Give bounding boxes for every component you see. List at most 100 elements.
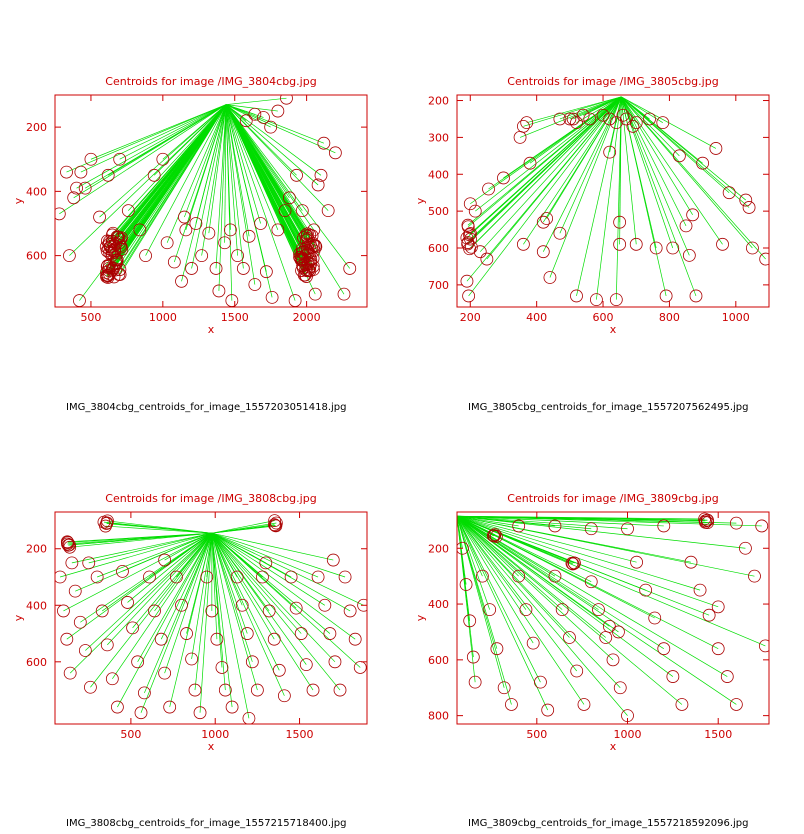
- centroid-marker: [709, 142, 723, 155]
- centroid-marker: [265, 290, 279, 304]
- ray-line: [226, 104, 278, 112]
- ray-line: [457, 515, 621, 688]
- centroid-marker: [78, 644, 92, 657]
- ray-line: [457, 515, 606, 638]
- ray-line: [457, 515, 619, 633]
- ray-line: [211, 532, 361, 668]
- y-axis-label: y: [414, 197, 427, 204]
- ray-line: [80, 104, 227, 173]
- centroid-marker: [483, 603, 497, 617]
- ray-line: [479, 96, 622, 252]
- y-tick-label: 200: [26, 121, 47, 134]
- centroid-marker: [180, 627, 193, 640]
- ray-line: [191, 104, 227, 269]
- centroid-marker: [462, 289, 476, 303]
- centroid-marker: [248, 278, 262, 291]
- centroid-marker: [463, 197, 477, 211]
- centroid-marker: [612, 625, 625, 639]
- ray-line: [119, 104, 227, 160]
- centroid-marker: [268, 514, 282, 528]
- chart-2: Centroids for image /IMG_3805cbg.jpg 200 4…: [414, 75, 770, 336]
- ray-line: [457, 516, 476, 683]
- ray-line: [486, 96, 622, 260]
- centroid-marker: [84, 152, 98, 166]
- ray-line: [225, 104, 351, 269]
- centroid-marker: [519, 603, 533, 617]
- centroid-marker: [158, 553, 172, 567]
- ray-line: [457, 515, 585, 705]
- ray-line: [457, 515, 664, 649]
- ray-line: [211, 533, 233, 708]
- ray-line: [195, 104, 227, 224]
- ray-line: [457, 516, 534, 644]
- ray-line: [225, 104, 244, 269]
- centroid-marker: [536, 215, 550, 229]
- centroid-marker: [596, 108, 610, 122]
- ray-line: [117, 104, 227, 238]
- centroid-marker: [621, 522, 634, 536]
- centroid-marker: [133, 223, 147, 237]
- ray-line: [225, 104, 306, 256]
- ray-line: [620, 96, 690, 256]
- y-tick-label: 400: [428, 598, 449, 611]
- centroid-marker: [100, 260, 114, 273]
- centroid-marker: [103, 240, 117, 254]
- centroid-marker: [540, 212, 554, 225]
- centroid-marker: [720, 670, 734, 683]
- plot-frame: [456, 511, 770, 725]
- centroid-marker: [666, 241, 680, 255]
- ray-line: [63, 532, 213, 612]
- centroid-marker: [126, 621, 139, 635]
- ray-line: [457, 515, 719, 608]
- centroid-marker: [195, 249, 209, 263]
- ray-line: [66, 532, 213, 640]
- centroid-marker: [60, 535, 74, 549]
- ray-line: [225, 104, 296, 301]
- y-tick-label: 700: [428, 279, 449, 292]
- ray-line: [457, 515, 706, 523]
- plot-frame: [456, 94, 770, 308]
- ray-line: [211, 532, 302, 634]
- centroid-marker: [592, 603, 605, 617]
- centroid-marker: [185, 652, 199, 666]
- centroid-marker: [689, 289, 703, 303]
- centroid-marker: [357, 598, 367, 612]
- centroid-marker: [121, 596, 134, 609]
- x-tick-label: 1000: [722, 311, 750, 324]
- ray-line: [185, 104, 227, 231]
- centroid-marker: [543, 271, 557, 284]
- centroid-marker: [60, 632, 74, 646]
- centroid-marker: [82, 556, 96, 570]
- ray-line: [211, 532, 356, 640]
- centroid-marker: [679, 219, 693, 233]
- ray-line: [457, 515, 570, 638]
- ray-line: [457, 515, 577, 672]
- centroid-marker: [137, 686, 151, 700]
- centroid-marker: [516, 237, 530, 251]
- centroid-marker: [318, 598, 332, 612]
- ray-line: [457, 515, 701, 591]
- centroid-marker: [282, 191, 296, 205]
- centroid-marker: [231, 249, 244, 263]
- y-tick-label: 300: [428, 131, 449, 144]
- centroid-marker: [338, 570, 352, 584]
- centroid-marker: [541, 703, 555, 717]
- centroid-marker: [185, 262, 198, 275]
- ray-line: [211, 532, 331, 634]
- centroid-marker: [746, 241, 759, 255]
- ray-line: [164, 532, 213, 561]
- centroid-marker: [267, 632, 281, 646]
- centroid-marker: [716, 237, 729, 251]
- centroid-marker: [657, 642, 671, 656]
- centroid-marker: [257, 111, 270, 124]
- ray-line: [108, 104, 227, 176]
- ray-line: [137, 533, 213, 662]
- caption-4: IMG_3809cbg_centroids_for_image_15572185…: [468, 818, 749, 829]
- ray-line: [88, 532, 212, 564]
- centroid-marker: [475, 569, 489, 583]
- centroid-marker: [590, 293, 603, 307]
- centroid-marker: [235, 598, 249, 612]
- ray-line: [457, 515, 637, 563]
- centroid-marker: [311, 570, 325, 584]
- ray-line: [549, 96, 622, 278]
